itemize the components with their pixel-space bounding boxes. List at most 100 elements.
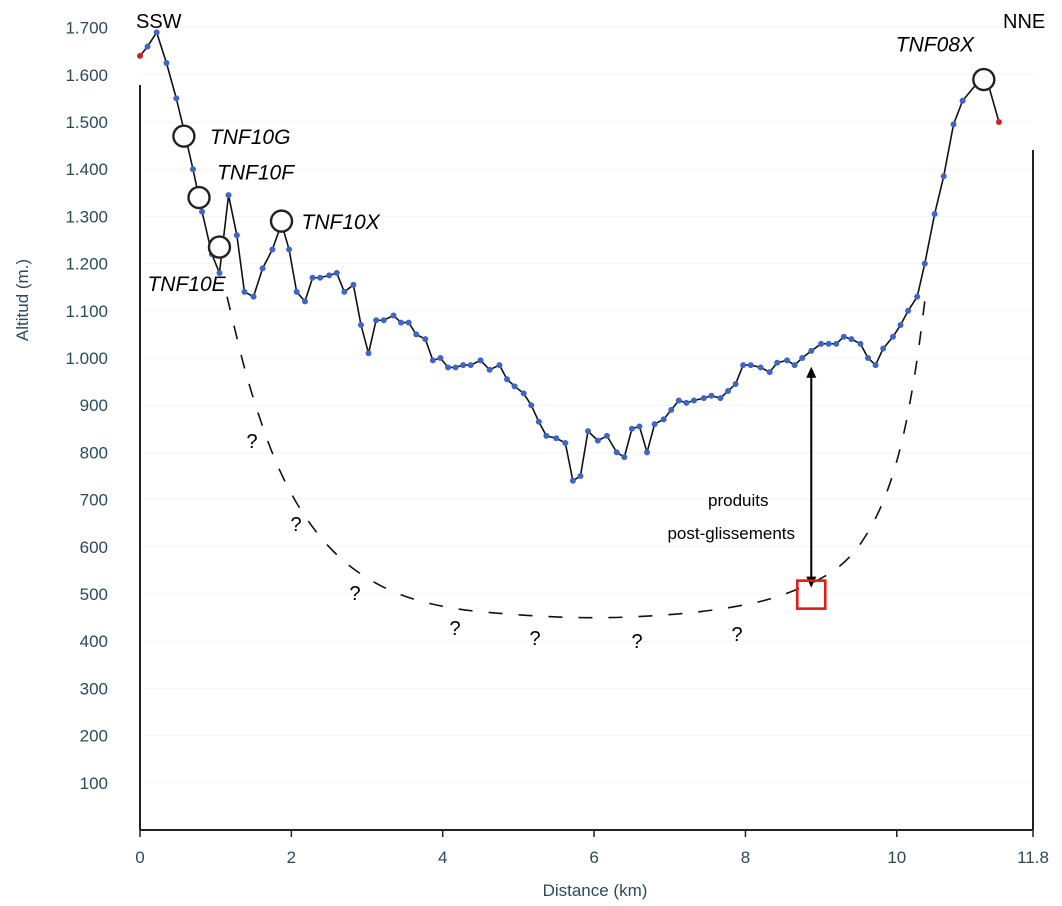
x-axis-title: Distance (km)	[543, 881, 648, 900]
profile-point	[950, 121, 957, 128]
profile-point	[511, 383, 518, 390]
profile-point	[668, 406, 675, 413]
profile-point	[825, 340, 832, 347]
profile-point	[897, 321, 904, 328]
profile-point	[496, 362, 503, 369]
annotation-line-2: post-glissements	[667, 524, 795, 543]
profile-point	[373, 317, 380, 324]
profile-point	[269, 246, 276, 253]
y-tick-label: 1.100	[65, 302, 108, 321]
profile-point	[774, 359, 781, 366]
profile-point	[791, 362, 798, 369]
y-tick-label: 1.200	[65, 255, 108, 274]
profile-point	[603, 432, 610, 439]
y-tick-label: 900	[80, 396, 108, 415]
station-markers: TNF10G TNF10F TNF10E TNF10X TNF08X	[147, 34, 996, 296]
profile-point	[535, 418, 542, 425]
profile-point	[543, 432, 550, 439]
profile-point	[818, 340, 825, 347]
station-label: TNF10F	[217, 162, 295, 185]
profile-point	[357, 321, 364, 328]
uncertainty-mark: ?	[731, 624, 742, 646]
profile-point	[520, 390, 527, 397]
profile-point	[445, 364, 452, 371]
profile-point	[199, 208, 206, 215]
y-tick-label: 700	[80, 491, 108, 510]
station-marker	[187, 185, 211, 210]
profile-point	[250, 293, 257, 300]
profile-point	[341, 288, 348, 295]
profile-point	[365, 350, 372, 357]
profile-point	[644, 449, 651, 456]
profile-point	[422, 336, 429, 343]
y-axis-title: Altitud (m.)	[13, 259, 32, 341]
profile-point	[872, 362, 879, 369]
y-tick-label: 1.300	[65, 207, 108, 226]
profile-point	[594, 437, 601, 444]
profile-point	[675, 397, 682, 404]
uncertainty-mark: ?	[529, 628, 540, 650]
profile-point	[621, 454, 628, 461]
y-tick-label: 200	[80, 727, 108, 746]
profile-point	[317, 274, 324, 281]
profile-point	[880, 345, 887, 352]
grid-lines	[140, 27, 1033, 784]
y-tick-label: 1.400	[65, 160, 108, 179]
post-slide-annotation: produits post-glissements	[667, 366, 827, 610]
profile-point	[940, 173, 947, 180]
profile-point	[757, 364, 764, 371]
y-tick-label: 400	[80, 632, 108, 651]
profile-point	[163, 60, 170, 66]
profile-point	[153, 29, 160, 36]
profile-point	[840, 333, 847, 340]
profile-point	[301, 298, 308, 305]
profile-point	[628, 425, 635, 432]
profile-point	[959, 97, 966, 104]
profile-point	[636, 423, 643, 430]
station-marker	[269, 209, 294, 233]
profile-point	[651, 421, 658, 428]
profile-point	[189, 166, 196, 173]
profile-point	[333, 270, 340, 277]
y-tick-label: 600	[80, 538, 108, 557]
profile-point	[429, 357, 436, 364]
profile-point	[700, 395, 707, 402]
x-tick-label: 10	[887, 848, 906, 867]
inferred-base-line	[226, 296, 926, 619]
uncertainty-mark: ?	[290, 514, 301, 536]
profile-point	[857, 340, 864, 347]
profile-point	[293, 288, 300, 295]
profile-point	[660, 416, 667, 423]
y-tick-label: 500	[80, 585, 108, 604]
y-tick-label: 1.500	[65, 113, 108, 132]
x-tick-label: 8	[741, 848, 750, 867]
profile-point	[241, 288, 248, 295]
profile-line	[139, 30, 1000, 483]
profile-point	[914, 293, 921, 300]
y-tick-label: 100	[80, 774, 108, 793]
profile-point	[921, 260, 928, 267]
y-tick-label: 800	[80, 443, 108, 462]
profile-point	[747, 362, 754, 369]
profile-point	[380, 317, 387, 324]
profile-point	[528, 402, 535, 409]
x-tick-label: 4	[438, 848, 447, 867]
profile-point	[690, 397, 697, 404]
x-tick-label: 2	[287, 848, 296, 867]
profile-point	[553, 435, 560, 442]
profile-point	[683, 399, 690, 406]
profile-point	[717, 395, 724, 402]
station-label: TNF10G	[210, 126, 291, 149]
profile-point	[216, 270, 223, 277]
uncertainty-mark: ?	[246, 431, 257, 453]
station-marker	[207, 235, 232, 259]
station-marker	[972, 67, 996, 92]
uncertainty-mark: ?	[631, 631, 642, 653]
y-tick-label: 300	[80, 679, 108, 698]
x-tick-label: 11.8	[1017, 848, 1049, 867]
station-label: TNF10X	[302, 211, 381, 234]
y-tick-label: 1.600	[65, 66, 108, 85]
x-axis-ticks: 0 2 4 6 8 10 11.8	[135, 830, 1049, 867]
profile-point	[326, 272, 333, 279]
